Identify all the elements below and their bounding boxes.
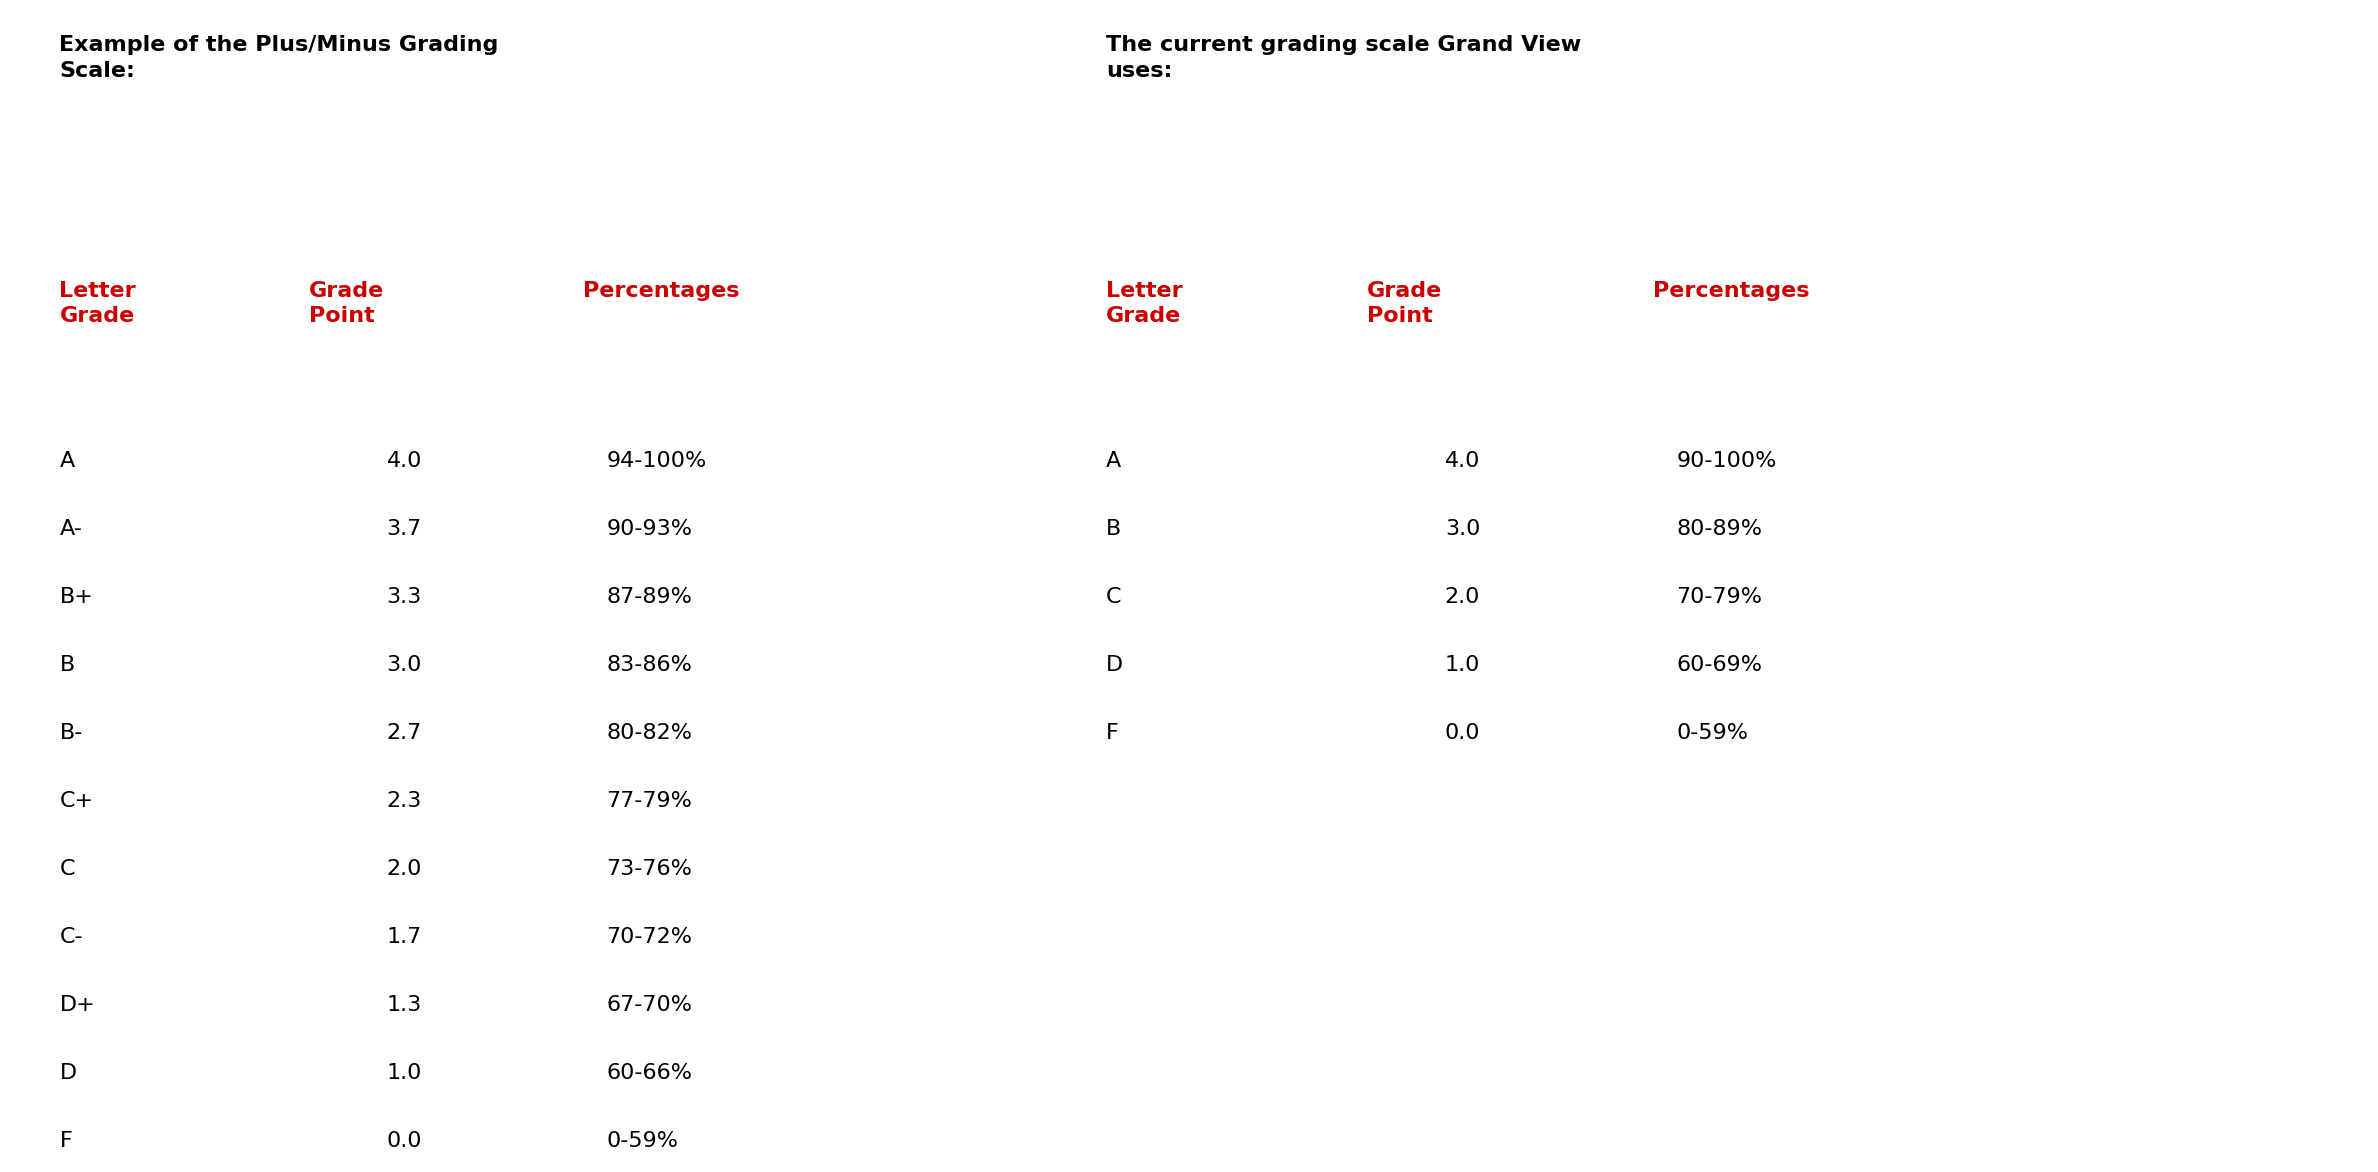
- Text: Percentages: Percentages: [583, 281, 740, 301]
- Text: C: C: [1106, 587, 1122, 607]
- Text: D: D: [1106, 655, 1122, 675]
- Text: 77-79%: 77-79%: [606, 791, 692, 811]
- Text: F: F: [1106, 723, 1118, 743]
- Text: 3.3: 3.3: [388, 587, 421, 607]
- Text: 1.0: 1.0: [388, 1063, 421, 1083]
- Text: Percentages: Percentages: [1653, 281, 1810, 301]
- Text: D+: D+: [59, 995, 95, 1015]
- Text: 0-59%: 0-59%: [606, 1131, 678, 1151]
- Text: 80-82%: 80-82%: [606, 723, 692, 743]
- Text: 90-93%: 90-93%: [606, 519, 692, 539]
- Text: A-: A-: [59, 519, 83, 539]
- Text: 0.0: 0.0: [1446, 723, 1479, 743]
- Text: 2.7: 2.7: [388, 723, 421, 743]
- Text: C: C: [59, 859, 76, 879]
- Text: 94-100%: 94-100%: [606, 451, 706, 471]
- Text: 1.3: 1.3: [388, 995, 421, 1015]
- Text: 73-76%: 73-76%: [606, 859, 692, 879]
- Text: Grade
Point: Grade Point: [1367, 281, 1443, 326]
- Text: 3.7: 3.7: [388, 519, 421, 539]
- Text: 4.0: 4.0: [1446, 451, 1479, 471]
- Text: C-: C-: [59, 927, 83, 947]
- Text: Letter
Grade: Letter Grade: [1106, 281, 1182, 326]
- Text: D: D: [59, 1063, 76, 1083]
- Text: 60-66%: 60-66%: [606, 1063, 692, 1083]
- Text: B-: B-: [59, 723, 83, 743]
- Text: Letter
Grade: Letter Grade: [59, 281, 136, 326]
- Text: 70-79%: 70-79%: [1676, 587, 1762, 607]
- Text: A: A: [59, 451, 74, 471]
- Text: 2.0: 2.0: [388, 859, 421, 879]
- Text: 1.0: 1.0: [1446, 655, 1479, 675]
- Text: B+: B+: [59, 587, 93, 607]
- Text: Example of the Plus/Minus Grading
Scale:: Example of the Plus/Minus Grading Scale:: [59, 35, 499, 81]
- Text: 0-59%: 0-59%: [1676, 723, 1748, 743]
- Text: 1.7: 1.7: [388, 927, 421, 947]
- Text: A: A: [1106, 451, 1120, 471]
- Text: 70-72%: 70-72%: [606, 927, 692, 947]
- Text: B: B: [59, 655, 74, 675]
- Text: 3.0: 3.0: [388, 655, 421, 675]
- Text: B: B: [1106, 519, 1120, 539]
- Text: 2.0: 2.0: [1446, 587, 1479, 607]
- Text: C+: C+: [59, 791, 93, 811]
- Text: 67-70%: 67-70%: [606, 995, 692, 1015]
- Text: 4.0: 4.0: [388, 451, 421, 471]
- Text: 87-89%: 87-89%: [606, 587, 692, 607]
- Text: 60-69%: 60-69%: [1676, 655, 1762, 675]
- Text: Grade
Point: Grade Point: [309, 281, 385, 326]
- Text: The current grading scale Grand View
uses:: The current grading scale Grand View use…: [1106, 35, 1581, 81]
- Text: 83-86%: 83-86%: [606, 655, 692, 675]
- Text: 80-89%: 80-89%: [1676, 519, 1762, 539]
- Text: 3.0: 3.0: [1446, 519, 1479, 539]
- Text: 0.0: 0.0: [388, 1131, 421, 1151]
- Text: F: F: [59, 1131, 71, 1151]
- Text: 2.3: 2.3: [388, 791, 421, 811]
- Text: 90-100%: 90-100%: [1676, 451, 1776, 471]
